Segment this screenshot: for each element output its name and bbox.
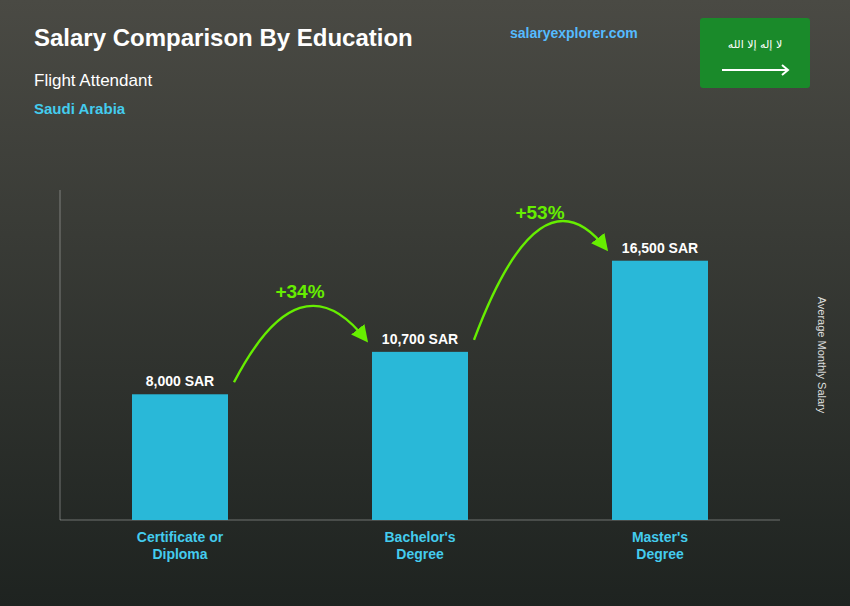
chart-container: Salary Comparison By Education Flight Att… (0, 0, 850, 606)
x-tick-label: Master'sDegree (632, 529, 688, 562)
branding: salaryexplorer.com (510, 25, 638, 41)
title: Salary Comparison By Education (34, 24, 413, 51)
bar (372, 352, 468, 520)
flag: لا إله إلا الله (700, 18, 810, 88)
x-tick-label-line: Master's (632, 529, 688, 545)
branding-part: explorer (550, 25, 606, 41)
bar (612, 261, 708, 520)
bars (132, 261, 708, 520)
branding-part: .com (605, 25, 638, 41)
y-axis-line (60, 190, 61, 520)
background (0, 0, 850, 606)
bar (132, 394, 228, 520)
flag-text: لا إله إلا الله (728, 38, 782, 51)
chart-svg: Salary Comparison By Education Flight Att… (0, 0, 850, 606)
x-tick-label-line: Degree (396, 546, 444, 562)
annotation: +53% (515, 202, 564, 223)
change-arrow (474, 221, 606, 340)
change-arrow (234, 306, 366, 382)
subtitle: Flight Attendant (34, 71, 152, 90)
flag-sword (722, 65, 788, 75)
data-label: 10,700 SAR (382, 331, 458, 347)
data-label: 8,000 SAR (146, 373, 214, 389)
x-tick-label-line: Diploma (152, 546, 207, 562)
x-tick-label-line: Certificate or (137, 529, 224, 545)
subtitle: Saudi Arabia (34, 100, 126, 117)
y-axis-label: Average Monthly Salary (816, 297, 828, 414)
flag-field (700, 18, 810, 88)
x-tick-label-line: Bachelor's (384, 529, 455, 545)
x-tick-label: Certificate orDiploma (137, 529, 224, 562)
branding-part: salary (510, 25, 551, 41)
x-tick-label: Bachelor'sDegree (384, 529, 455, 562)
data-label: 16,500 SAR (622, 240, 698, 256)
x-tick-label-line: Degree (636, 546, 684, 562)
annotation: +34% (275, 281, 324, 302)
